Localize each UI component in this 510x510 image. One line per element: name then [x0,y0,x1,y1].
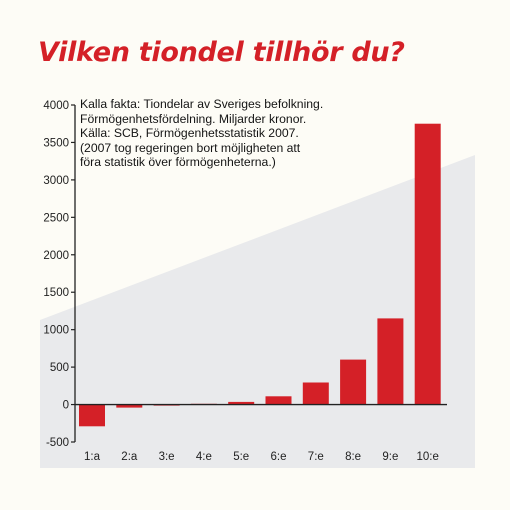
x-tick-label: 6:e [271,451,287,463]
y-tick-label: 2500 [43,212,69,224]
y-tick-label: -500 [46,437,69,449]
y-tick-label: 3500 [43,137,69,149]
source-note: Kalla fakta: Tiondelar av Sveriges befol… [80,97,410,170]
x-tick-label: 5:e [233,451,249,463]
bar-5e [228,401,255,405]
y-tick-label: 2000 [43,250,69,262]
bar-6e [265,396,292,405]
bar-2a [116,404,143,408]
y-tick-label: 4000 [43,100,69,112]
x-axis-labels: 1:a 2:a 3:e 4:e 5:e 6:e 7:e 8:e 9:e 10:e [84,451,439,463]
y-tick-label: 3000 [43,175,69,187]
bar-8e [340,359,367,405]
note-line: föra statistik över förmögenheterna.) [80,155,276,170]
x-tick-label: 7:e [308,451,324,463]
bar-9e [377,318,404,405]
x-tick-label: 1:a [84,451,101,463]
bars-group [79,123,441,427]
y-tick-label: 1000 [43,325,69,337]
chart-title: Vilken tiondel tillhör du? [38,37,405,68]
y-tick-label: 1500 [43,287,69,299]
bar-7e [302,382,329,405]
y-tick-label: 0 [63,400,69,412]
note-line: Källa: SCB, Förmögenhetsstatistik 2007. [80,126,299,141]
bar-10e [414,123,441,405]
x-tick-label: 4:e [196,451,212,463]
note-line: (2007 tog regeringen bort möjligheten at… [80,140,301,155]
y-axis: -500 0 500 1000 1500 2000 2500 3000 3500 4000 [43,100,447,449]
y-tick-label: 500 [50,362,69,374]
x-tick-label: 10:e [417,451,439,463]
x-tick-label: 9:e [382,451,398,463]
note-line: Kalla fakta: Tiondelar av Sveriges befol… [80,97,324,111]
x-tick-label: 3:e [159,451,175,463]
background-wedge [40,155,475,468]
x-tick-label: 8:e [345,451,361,463]
bar-1a [79,404,105,427]
note-line: Förmögenhetsfördelning. Miljarder kronor… [80,111,307,126]
x-tick-label: 2:a [121,451,138,463]
